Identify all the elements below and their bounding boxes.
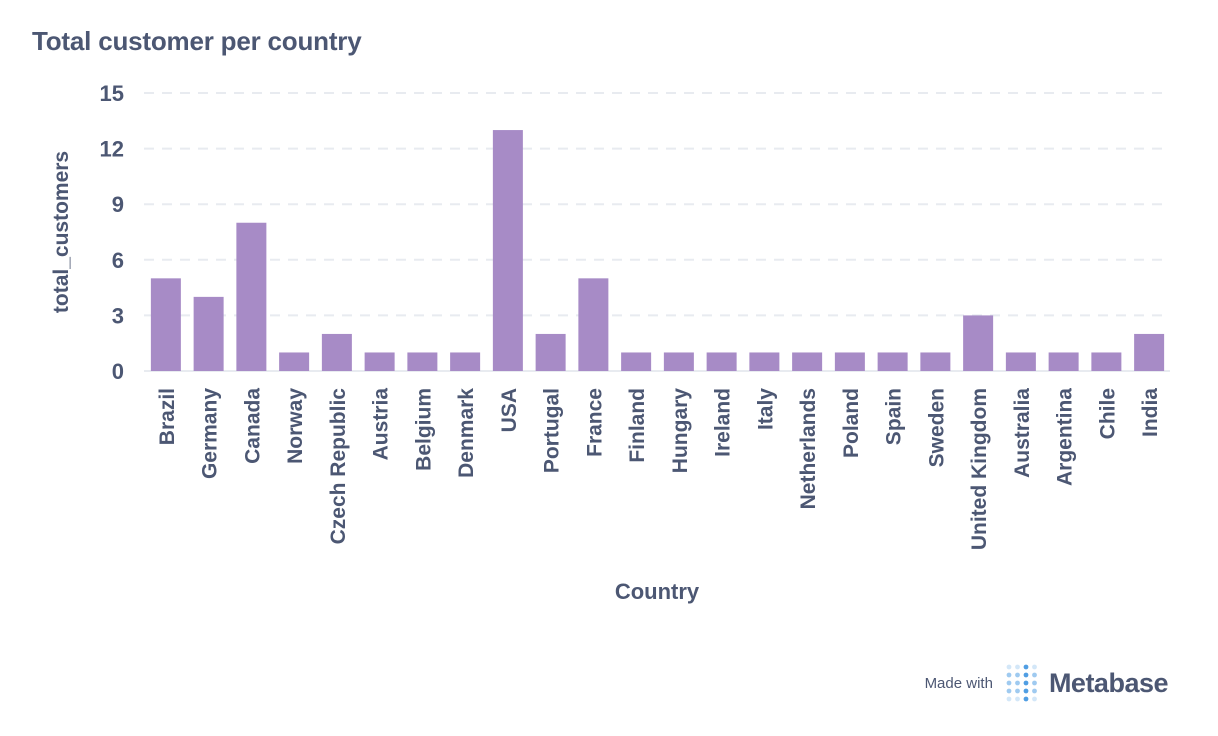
metabase-logo-icon bbox=[1006, 664, 1037, 702]
y-tick-label: 9 bbox=[112, 192, 124, 217]
x-tick-label: Czech Republic bbox=[327, 388, 350, 545]
x-tick-label: Argentina bbox=[1054, 388, 1077, 486]
x-axis-label: Country bbox=[615, 579, 700, 604]
y-tick-label: 6 bbox=[112, 248, 124, 273]
bar-finland[interactable] bbox=[621, 352, 652, 371]
x-tick-label: Netherlands bbox=[797, 388, 820, 509]
x-tick-label: Chile bbox=[1096, 388, 1119, 439]
x-tick-label: Austria bbox=[370, 388, 393, 461]
bar-india[interactable] bbox=[1134, 333, 1165, 371]
bar-norway[interactable] bbox=[279, 352, 310, 371]
x-tick-label: Hungary bbox=[669, 388, 692, 474]
bar-germany[interactable] bbox=[193, 296, 224, 371]
x-tick-label: Portugal bbox=[541, 388, 564, 473]
x-tick-label: Sweden bbox=[925, 388, 948, 467]
bar-chart: 0 3 6 9 12 15 Brazil Germany Canada Norway Czech … bbox=[50, 81, 1170, 604]
x-tick-labels: Brazil Germany Canada Norway Czech Republic A… bbox=[156, 388, 1162, 550]
bar-spain[interactable] bbox=[877, 352, 908, 371]
bar-australia[interactable] bbox=[1005, 352, 1036, 371]
bars bbox=[150, 130, 1165, 371]
x-tick-label: Belgium bbox=[412, 388, 435, 471]
bar-canada[interactable] bbox=[236, 222, 267, 371]
x-tick-label: Norway bbox=[284, 388, 307, 464]
y-tick-label: 3 bbox=[112, 303, 124, 328]
bar-brazil[interactable] bbox=[150, 278, 181, 371]
bar-italy[interactable] bbox=[749, 352, 780, 371]
bar-france[interactable] bbox=[578, 278, 609, 371]
x-tick-label: United Kingdom bbox=[968, 388, 991, 550]
y-tick-label: 0 bbox=[112, 359, 124, 384]
bar-belgium[interactable] bbox=[407, 352, 438, 371]
bar-netherlands[interactable] bbox=[792, 352, 823, 371]
x-tick-label: Italy bbox=[754, 388, 777, 430]
grid-lines bbox=[144, 92, 1170, 372]
x-tick-label: USA bbox=[498, 388, 521, 432]
y-tick-label: 12 bbox=[100, 137, 124, 162]
bar-usa[interactable] bbox=[492, 130, 523, 371]
bar-hungary[interactable] bbox=[663, 352, 694, 371]
x-tick-label: France bbox=[583, 388, 606, 457]
footer: Made with Metabase bbox=[924, 664, 1169, 702]
made-with-text: Made with bbox=[924, 674, 993, 692]
x-tick-label: India bbox=[1139, 388, 1162, 437]
x-tick-label: Canada bbox=[241, 388, 264, 464]
x-tick-label: Denmark bbox=[455, 388, 478, 478]
bar-chile[interactable] bbox=[1091, 352, 1122, 371]
x-tick-label: Germany bbox=[199, 388, 222, 479]
x-tick-label: Brazil bbox=[156, 388, 179, 445]
y-tick-labels: 0 3 6 9 12 15 bbox=[100, 81, 124, 384]
bar-portugal[interactable] bbox=[535, 333, 566, 371]
bar-czech-republic[interactable] bbox=[321, 333, 352, 371]
x-tick-label: Australia bbox=[1011, 388, 1034, 478]
bar-sweden[interactable] bbox=[920, 352, 951, 371]
bar-united-kingdom[interactable] bbox=[963, 315, 994, 371]
bar-argentina[interactable] bbox=[1048, 352, 1079, 371]
x-tick-label: Spain bbox=[883, 388, 906, 445]
bar-austria[interactable] bbox=[364, 352, 395, 371]
y-axis-label: total_customers bbox=[50, 151, 73, 313]
chart-title: Total customer per country bbox=[32, 26, 362, 56]
bar-denmark[interactable] bbox=[450, 352, 481, 371]
bar-ireland[interactable] bbox=[706, 352, 737, 371]
bar-poland[interactable] bbox=[834, 352, 865, 371]
y-tick-label: 15 bbox=[100, 81, 124, 106]
x-tick-label: Poland bbox=[840, 388, 863, 458]
metabase-brand: Metabase bbox=[1048, 667, 1169, 698]
x-tick-label: Finland bbox=[626, 388, 649, 463]
x-tick-label: Ireland bbox=[712, 388, 735, 457]
